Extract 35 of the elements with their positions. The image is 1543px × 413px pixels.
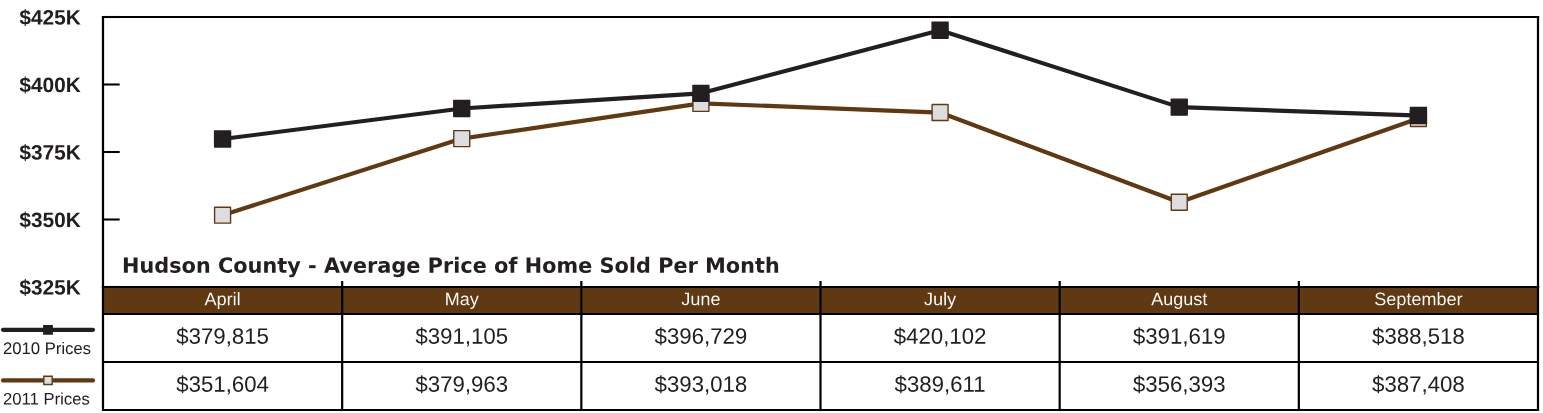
text: Hudson County - Average Price of Home Sold Per Month: [123, 256, 779, 278]
x-tick-label: September: [1375, 292, 1463, 309]
data-label: $391,105: [415, 327, 508, 347]
data-label: $388,518: [1372, 327, 1464, 347]
data-label: $389,611: [894, 375, 985, 395]
data-label: $396,729: [654, 327, 747, 347]
x-tick-label: April: [204, 292, 240, 309]
y-tick-label: $325K: [19, 279, 81, 297]
data-label: $420,102: [893, 327, 986, 347]
y-tick-label: $425K: [19, 9, 81, 27]
x-tick-label: August: [1151, 292, 1208, 309]
point: [692, 84, 710, 103]
point: [453, 129, 471, 148]
data-label: $387,408: [1372, 375, 1464, 395]
y-tick-label: $375K: [19, 144, 81, 162]
point: [931, 21, 949, 39]
data-label: $379,963: [415, 375, 508, 395]
point: [213, 206, 232, 224]
x-tick-label: June: [681, 292, 720, 306]
y-tick-label: $400K: [19, 76, 81, 94]
x-tick-label: May: [446, 292, 479, 309]
data-label: $356,393: [1133, 375, 1225, 395]
legend-label: 2011 Prices: [3, 392, 90, 405]
x-tick-label: July: [924, 292, 957, 309]
data-label: $351,604: [176, 375, 269, 395]
y-tick-label: $350K: [19, 211, 81, 229]
point: [931, 103, 949, 122]
data-label: $393,018: [654, 375, 747, 395]
point: [1170, 193, 1188, 211]
data-label: $391,619: [1133, 327, 1225, 347]
legend-label: 2010 Prices: [3, 341, 91, 355]
point: [453, 99, 471, 118]
data-label: $379,815: [176, 327, 268, 347]
point: [213, 130, 232, 148]
point: [1170, 98, 1188, 116]
